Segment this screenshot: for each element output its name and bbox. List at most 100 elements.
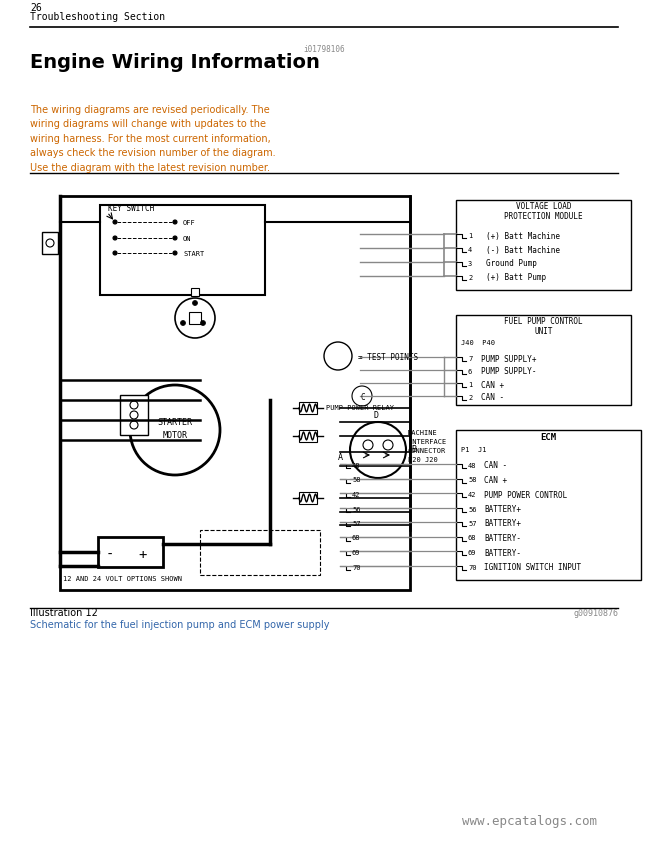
Text: (+) Batt Pump: (+) Batt Pump (486, 273, 546, 282)
Text: CONNECTOR: CONNECTOR (408, 448, 446, 454)
Text: www.epcatalogs.com: www.epcatalogs.com (463, 815, 597, 828)
Text: 68: 68 (468, 535, 476, 541)
Text: START: START (183, 251, 204, 257)
Circle shape (383, 440, 393, 450)
Text: 1: 1 (468, 382, 472, 388)
Text: 4: 4 (468, 247, 472, 253)
Text: The wiring diagrams are revised periodically. The
wiring diagrams will change wi: The wiring diagrams are revised periodic… (30, 105, 275, 173)
Text: C: C (361, 393, 365, 401)
Bar (60, 196, 410, 590)
Circle shape (192, 300, 198, 305)
Circle shape (46, 239, 54, 247)
Bar (100, 205, 265, 295)
Text: 69: 69 (468, 550, 476, 556)
Text: PUMP SUPPLY+: PUMP SUPPLY+ (481, 355, 537, 363)
Text: (+) Batt Machine: (+) Batt Machine (486, 232, 560, 240)
Text: 12 AND 24 VOLT OPTIONS SHOWN: 12 AND 24 VOLT OPTIONS SHOWN (63, 576, 182, 582)
Text: 42: 42 (468, 492, 476, 498)
Text: STARTER: STARTER (157, 418, 192, 427)
Text: PUMP SUPPLY-: PUMP SUPPLY- (481, 368, 537, 377)
Bar (200, 530, 320, 575)
Circle shape (181, 320, 185, 325)
Bar (299, 430, 317, 442)
Text: Troubleshooting Section: Troubleshooting Section (30, 12, 165, 22)
Text: IGNITION SWITCH INPUT: IGNITION SWITCH INPUT (484, 563, 581, 572)
Text: INTERFACE: INTERFACE (408, 439, 446, 445)
Text: CAN -: CAN - (484, 461, 507, 470)
Text: Ground Pump: Ground Pump (486, 260, 537, 269)
Bar (299, 492, 317, 504)
Text: 70: 70 (352, 565, 360, 571)
Text: UNIT: UNIT (534, 327, 553, 336)
Text: = TEST POINTS: = TEST POINTS (358, 352, 418, 362)
Bar (189, 312, 201, 324)
Text: +: + (138, 548, 146, 562)
Text: PUMP POWER CONTROL: PUMP POWER CONTROL (484, 491, 567, 500)
Text: BATTERY+: BATTERY+ (484, 505, 521, 514)
Text: 48: 48 (468, 463, 476, 469)
Text: i01798106: i01798106 (303, 45, 345, 54)
Text: KEY SWITCH: KEY SWITCH (108, 204, 154, 213)
Text: 42: 42 (352, 492, 360, 498)
Text: 6: 6 (468, 369, 472, 375)
Text: B: B (411, 445, 417, 454)
Text: VOLTAGE LOAD: VOLTAGE LOAD (516, 202, 572, 211)
Text: 69: 69 (352, 550, 360, 556)
Text: PUMP POWER RELAY: PUMP POWER RELAY (326, 405, 394, 411)
Circle shape (173, 251, 177, 255)
Circle shape (130, 411, 138, 419)
Circle shape (363, 440, 373, 450)
Text: CAN +: CAN + (481, 380, 504, 389)
Text: -: - (106, 548, 115, 562)
Circle shape (324, 342, 352, 370)
Text: P20 J20: P20 J20 (408, 457, 438, 463)
Bar (42, 232, 58, 254)
Text: BATTERY-: BATTERY- (484, 549, 521, 557)
Circle shape (130, 421, 138, 429)
Text: 58: 58 (468, 477, 476, 484)
Text: (-) Batt Machine: (-) Batt Machine (486, 245, 560, 255)
Text: MOTOR: MOTOR (163, 431, 187, 440)
Bar (456, 315, 631, 405)
Circle shape (130, 401, 138, 409)
Circle shape (173, 220, 177, 224)
Bar (191, 288, 199, 296)
Circle shape (173, 236, 177, 240)
Text: g00910876: g00910876 (573, 609, 618, 618)
Text: BATTERY+: BATTERY+ (484, 519, 521, 529)
Text: 26: 26 (30, 3, 41, 13)
Text: 57: 57 (468, 521, 476, 527)
Text: 48: 48 (352, 463, 360, 469)
Text: 56: 56 (468, 507, 476, 513)
Text: 3: 3 (468, 261, 472, 267)
Text: J40  P40: J40 P40 (461, 340, 495, 346)
Circle shape (130, 385, 220, 475)
Text: D: D (373, 411, 378, 420)
Bar (98, 537, 163, 567)
Bar (120, 395, 148, 435)
Bar (456, 200, 631, 290)
Circle shape (113, 236, 117, 240)
Text: PROTECTION MODULE: PROTECTION MODULE (504, 212, 583, 221)
Text: 68: 68 (352, 535, 360, 541)
Circle shape (200, 320, 205, 325)
Text: 70: 70 (468, 565, 476, 571)
Text: Illustration 12: Illustration 12 (30, 608, 98, 618)
Circle shape (352, 386, 372, 406)
Circle shape (350, 422, 406, 478)
Text: Engine Wiring Information: Engine Wiring Information (30, 53, 320, 72)
Text: Schematic for the fuel injection pump and ECM power supply: Schematic for the fuel injection pump an… (30, 620, 329, 630)
Text: 7: 7 (468, 356, 472, 362)
Text: 57: 57 (352, 521, 360, 527)
Text: A: A (338, 453, 343, 462)
Text: ECM: ECM (540, 433, 557, 442)
Text: ON: ON (183, 236, 192, 242)
Text: 1: 1 (468, 233, 472, 239)
Text: BATTERY-: BATTERY- (484, 534, 521, 543)
Bar (456, 430, 641, 580)
Circle shape (113, 220, 117, 224)
Text: CAN +: CAN + (484, 476, 507, 485)
Text: MACHINE: MACHINE (408, 430, 438, 436)
Text: FUEL PUMP CONTROL: FUEL PUMP CONTROL (504, 317, 583, 326)
Text: CAN -: CAN - (481, 394, 504, 402)
